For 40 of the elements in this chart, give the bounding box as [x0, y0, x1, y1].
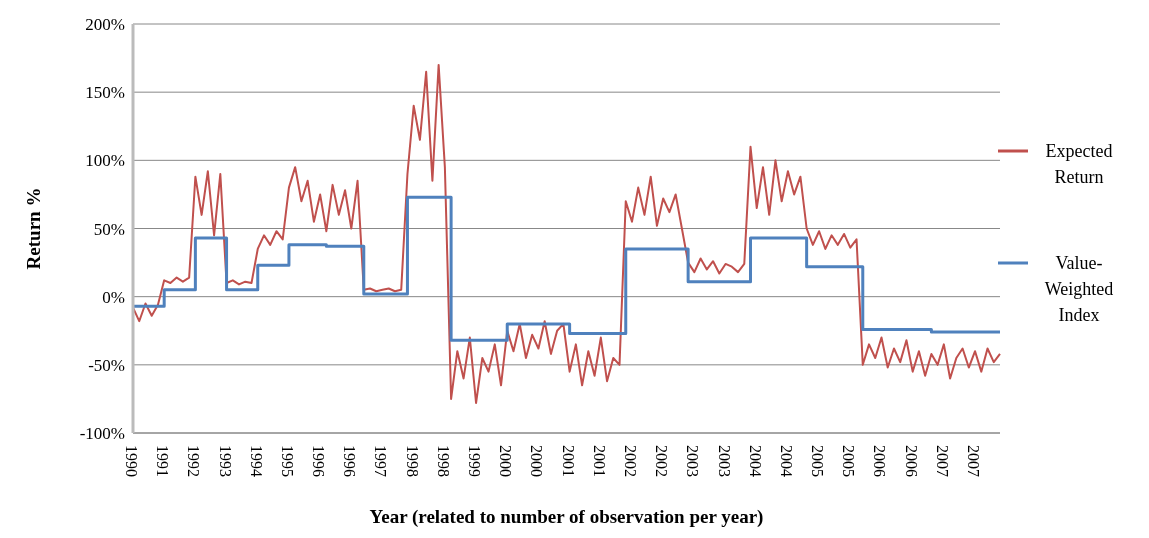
- x-tick-label: 1991: [154, 445, 172, 477]
- x-tick-label: 1993: [216, 445, 234, 477]
- x-tick-label: 2000: [497, 445, 515, 477]
- x-tick-label: 2002: [653, 445, 671, 477]
- legend-label: Value-Weighted Index: [1043, 252, 1115, 327]
- x-tick-label: 2005: [809, 445, 827, 477]
- y-tick-label: 100%: [85, 151, 125, 171]
- y-tick-label: 150%: [85, 83, 125, 103]
- x-tick-label: 1992: [185, 445, 203, 477]
- x-tick-label: 1999: [466, 445, 484, 477]
- y-tick-label: 200%: [85, 15, 125, 35]
- y-tick-label: -100%: [79, 424, 125, 444]
- line-series: [132, 63, 1001, 405]
- x-tick-label: 1990: [123, 445, 140, 477]
- x-tick-label: 2003: [715, 445, 733, 477]
- x-tick-label: 2006: [902, 445, 920, 477]
- x-tick-label: 2007: [933, 445, 951, 477]
- x-tick-label: 2007: [965, 445, 983, 477]
- x-tick-label: 1996: [310, 445, 328, 477]
- y-axis-title: Return %: [22, 187, 44, 270]
- x-tick-label: 2004: [777, 445, 795, 477]
- x-tick-label: 2002: [621, 445, 639, 477]
- x-tick-label: 1995: [278, 445, 296, 477]
- y-tick-label: -50%: [88, 355, 125, 375]
- x-tick-label: 2000: [528, 445, 546, 477]
- y-tick-label: 0%: [102, 287, 125, 307]
- x-tick-label: 2001: [559, 445, 577, 477]
- x-tick-label: 2001: [590, 445, 608, 477]
- x-tick-label: 2004: [746, 445, 764, 477]
- y-tick-label: 50%: [93, 219, 125, 239]
- x-tick-label: 1994: [247, 445, 265, 477]
- x-tick-label: 1998: [434, 445, 452, 477]
- x-tick-label: 2005: [840, 445, 858, 477]
- x-tick-label: 2003: [684, 445, 702, 477]
- x-tick-label: 1996: [341, 445, 359, 477]
- x-axis-title: Year (related to number of observation per year): [369, 506, 764, 528]
- legend-label: Expected Return: [1044, 140, 1114, 189]
- x-tick-label: 1998: [403, 445, 421, 477]
- x-tick-label: 2006: [871, 445, 889, 477]
- x-tick-label: 1997: [372, 445, 390, 477]
